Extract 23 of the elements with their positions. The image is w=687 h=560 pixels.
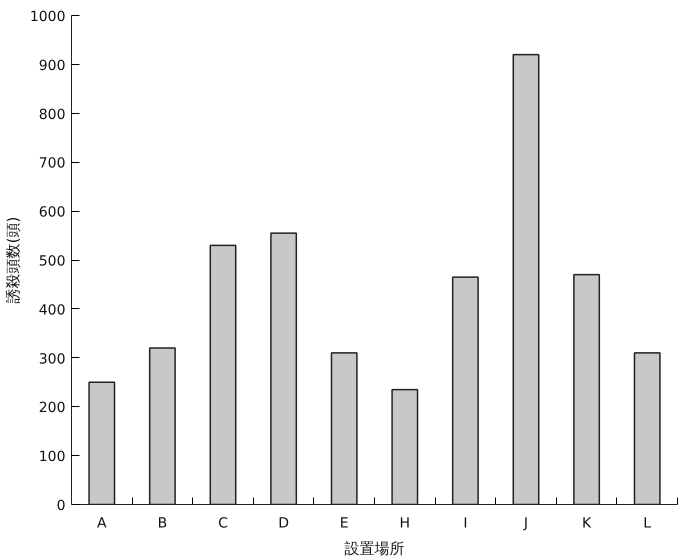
y-tick-label: 400 bbox=[38, 302, 66, 318]
x-tick-label: L bbox=[643, 516, 652, 532]
y-tick-label: 600 bbox=[38, 204, 66, 221]
y-axis-title: 誘殺頭数(頭) bbox=[4, 216, 22, 304]
y-tick-label: 0 bbox=[56, 498, 66, 514]
y-tick-label: 1000 bbox=[30, 9, 66, 25]
x-tick-label: B bbox=[158, 516, 168, 532]
y-tick-label: 800 bbox=[38, 106, 66, 123]
y-tick-label: 300 bbox=[38, 351, 66, 368]
x-axis-title: 設置場所 bbox=[344, 540, 404, 558]
y-tick-label: 700 bbox=[38, 156, 66, 172]
y-tick-label: 100 bbox=[38, 449, 66, 466]
x-tick-label: H bbox=[400, 516, 410, 532]
x-tick-label: A bbox=[97, 516, 108, 532]
x-tick-label: C bbox=[218, 516, 228, 532]
y-tick-label: 500 bbox=[38, 254, 66, 270]
x-tick-label: E bbox=[340, 516, 349, 532]
x-tick-label: J bbox=[522, 516, 528, 532]
x-tick-label: K bbox=[582, 516, 592, 532]
y-tick-label: 200 bbox=[38, 400, 66, 416]
y-tick-label: 900 bbox=[38, 58, 66, 74]
x-tick-label: D bbox=[278, 516, 289, 532]
x-tick-label: I bbox=[463, 516, 468, 532]
